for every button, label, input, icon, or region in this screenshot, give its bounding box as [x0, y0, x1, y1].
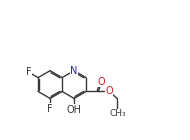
- Text: O: O: [98, 77, 106, 87]
- Text: F: F: [26, 67, 32, 77]
- Text: CH₃: CH₃: [109, 109, 126, 118]
- Text: F: F: [47, 104, 53, 114]
- Text: O: O: [105, 87, 113, 96]
- Text: N: N: [70, 66, 78, 76]
- Text: OH: OH: [66, 104, 82, 115]
